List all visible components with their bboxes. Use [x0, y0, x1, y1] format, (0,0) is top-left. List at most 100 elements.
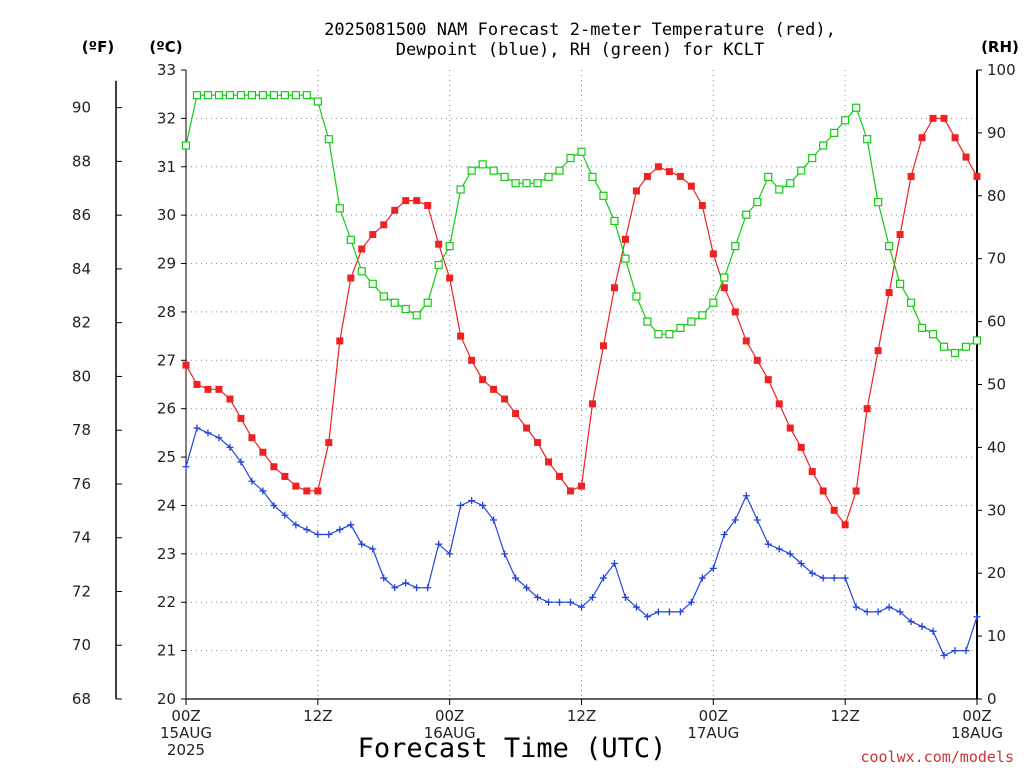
dewpoint-point	[281, 511, 289, 519]
rh-point	[401, 304, 410, 314]
rh-tick-label: 0	[987, 690, 997, 708]
data-series	[181, 91, 982, 659]
rh-point	[291, 91, 300, 100]
temperature-point	[578, 482, 585, 490]
dewpoint-point	[753, 516, 761, 524]
temperature-point	[852, 487, 860, 495]
fahrenheit-tick-label: 74	[72, 529, 91, 547]
rh-point	[379, 292, 388, 301]
dewpoint-point	[698, 574, 706, 582]
rh-point	[467, 166, 476, 175]
temperature-point	[962, 153, 970, 161]
temperature-point	[545, 458, 553, 466]
temperature-point	[226, 395, 234, 403]
rh-point	[511, 179, 520, 188]
rh-point	[841, 116, 850, 125]
fahrenheit-tick-label: 76	[72, 475, 91, 493]
dewpoint-point	[709, 564, 717, 572]
dewpoint-line	[185, 427, 978, 657]
temperature-point	[567, 487, 575, 495]
temperature-point	[490, 385, 498, 393]
dewpoint-point	[534, 593, 542, 601]
rh-point	[698, 311, 707, 320]
rh-tick-label: 80	[987, 187, 1006, 205]
dewpoint-point	[676, 608, 684, 616]
celsius-tick-label: 30	[157, 206, 176, 224]
dewpoint-point	[501, 550, 509, 558]
rh-point	[434, 260, 443, 270]
rh-line	[185, 94, 978, 354]
celsius-tick-label: 32	[157, 109, 176, 127]
dewpoint-point	[797, 560, 805, 568]
temperature-point	[896, 231, 904, 239]
rh-point	[423, 298, 432, 307]
dewpoint-point	[204, 429, 212, 437]
temperature-point	[435, 240, 443, 248]
dewpoint-point	[962, 647, 970, 655]
rh-point	[577, 147, 586, 156]
temperature-point	[764, 376, 772, 384]
rh-series	[181, 91, 982, 358]
temperature-point	[380, 221, 388, 229]
temperature-point	[237, 414, 245, 422]
rh-point	[885, 242, 894, 251]
celsius-tick-label: 24	[157, 496, 176, 514]
rh-tick-label: 40	[987, 438, 1006, 456]
rh-point	[643, 317, 652, 326]
temperature-point	[281, 472, 289, 480]
rh-point	[775, 185, 784, 194]
celsius-tick-label: 31	[157, 158, 176, 176]
dewpoint-point	[918, 622, 926, 630]
gridlines	[186, 70, 977, 699]
dewpoint-point	[599, 574, 607, 582]
dewpoint-point	[929, 627, 937, 635]
temperature-point	[610, 284, 618, 292]
x-tick-label: 00Z	[699, 707, 728, 725]
dewpoint-point	[578, 603, 585, 611]
rh-point	[335, 204, 344, 213]
rh-point	[731, 242, 740, 251]
rh-point	[357, 267, 366, 276]
dewpoint-point	[567, 598, 575, 606]
dewpoint-point	[424, 584, 432, 592]
rh-point	[214, 91, 224, 100]
temperature-point	[973, 172, 981, 180]
x-tick-label: 00Z	[435, 707, 464, 725]
rh-point	[950, 348, 960, 358]
celsius-tick-label: 20	[157, 690, 176, 708]
rh-point	[621, 254, 630, 263]
rh-point	[225, 91, 235, 100]
rh-point	[764, 172, 773, 182]
fahrenheit-tick-label: 82	[72, 314, 91, 332]
dewpoint-point	[896, 608, 904, 616]
temperature-point	[929, 114, 937, 122]
dewpoint-point	[731, 516, 739, 524]
rh-point	[863, 135, 872, 144]
rh-point	[258, 91, 268, 100]
rh-point	[302, 91, 311, 100]
dewpoint-point	[237, 458, 245, 466]
x-tick-label: 00Z	[962, 707, 991, 725]
rh-point	[665, 330, 674, 339]
dewpoint-point	[193, 424, 201, 432]
temperature-point	[797, 443, 805, 451]
dewpoint-point	[545, 598, 553, 606]
x-tick-label: 16AUG	[424, 724, 476, 742]
x-tick-label: 12Z	[567, 707, 596, 725]
rh-axis-unit: (RH)	[981, 38, 1019, 56]
dewpoint-point	[819, 574, 827, 582]
dewpoint-point	[654, 608, 662, 616]
dewpoint-point	[720, 530, 728, 538]
temperature-point	[731, 308, 739, 316]
dewpoint-point	[610, 560, 618, 568]
dewpoint-point	[841, 574, 849, 582]
temperature-point	[413, 197, 421, 205]
dewpoint-point	[468, 497, 476, 505]
temperature-point	[336, 337, 344, 345]
dewpoint-point	[358, 540, 366, 548]
x-axis-label: Forecast Time (UTC)	[358, 733, 667, 764]
dewpoint-point	[380, 574, 388, 582]
temperature-point	[512, 410, 520, 418]
celsius-tick-label: 21	[157, 642, 176, 660]
